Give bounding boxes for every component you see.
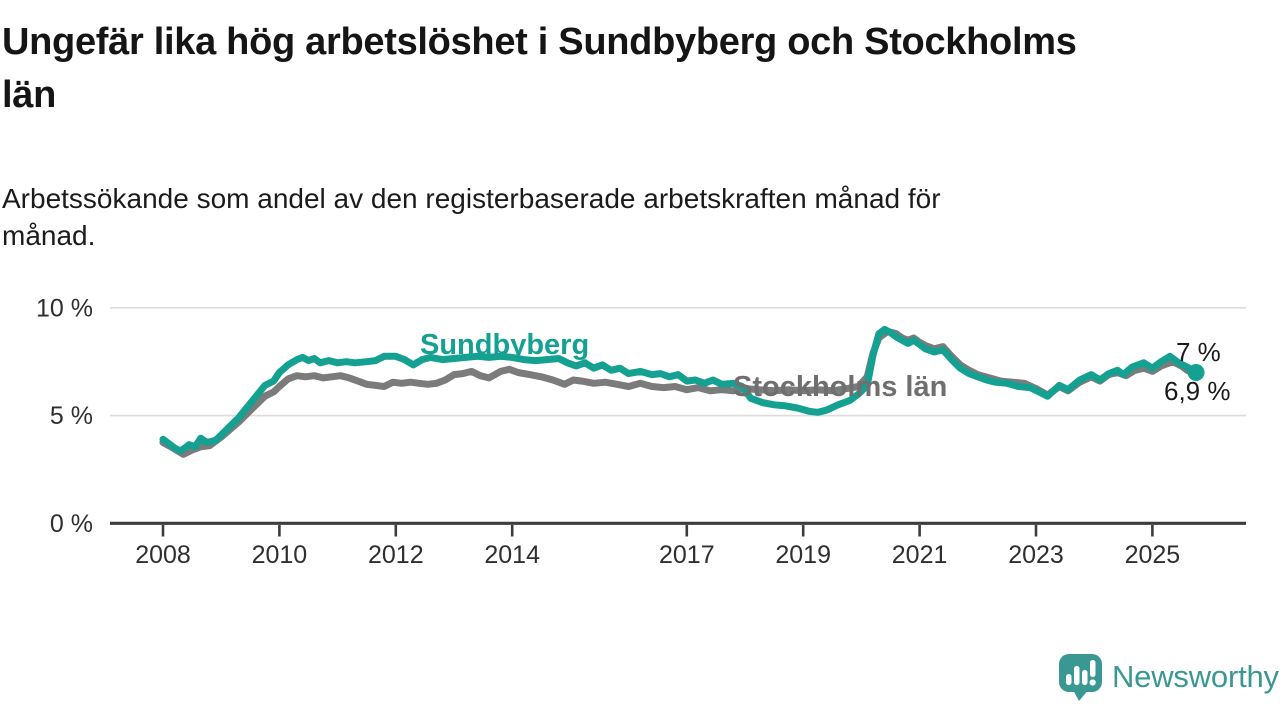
x-tick-label: 2025 <box>1125 541 1181 569</box>
y-tick-label: 0 % <box>50 510 93 538</box>
series-label-stockholms-lan: Stockholms län <box>733 371 948 403</box>
line-sundbyberg <box>159 325 1200 455</box>
end-value-stockholms-lan: 6,9 % <box>1164 376 1231 406</box>
y-tick-label: 5 % <box>50 402 93 430</box>
end-value-sundbyberg: 7 % <box>1176 337 1221 367</box>
newsworthy-icon <box>1059 654 1102 701</box>
chart-title: Ungefär lika hög arbetslöshet i Sundbybe… <box>2 21 1077 116</box>
series-label-sundbyberg: Sundbyberg <box>420 329 590 361</box>
x-tick-label: 2023 <box>1008 541 1064 569</box>
newsworthy-wordmark: Newsworthy <box>1112 659 1279 694</box>
x-tick-label: 2008 <box>135 541 191 569</box>
x-tick-label: 2010 <box>252 541 308 569</box>
x-tick-label: 2019 <box>775 541 831 569</box>
x-tick-label: 2012 <box>368 541 424 569</box>
y-tick-label: 10 % <box>36 294 93 322</box>
end-dot-sundbyberg <box>1187 363 1205 381</box>
newsworthy-logo[interactable]: Newsworthy <box>1058 652 1279 702</box>
chart-subtitle: Arbetssökande som andel av den registerb… <box>2 183 941 251</box>
x-tick-label: 2014 <box>484 541 540 569</box>
x-tick-label: 2017 <box>659 541 715 569</box>
x-tick-label: 2021 <box>892 541 948 569</box>
